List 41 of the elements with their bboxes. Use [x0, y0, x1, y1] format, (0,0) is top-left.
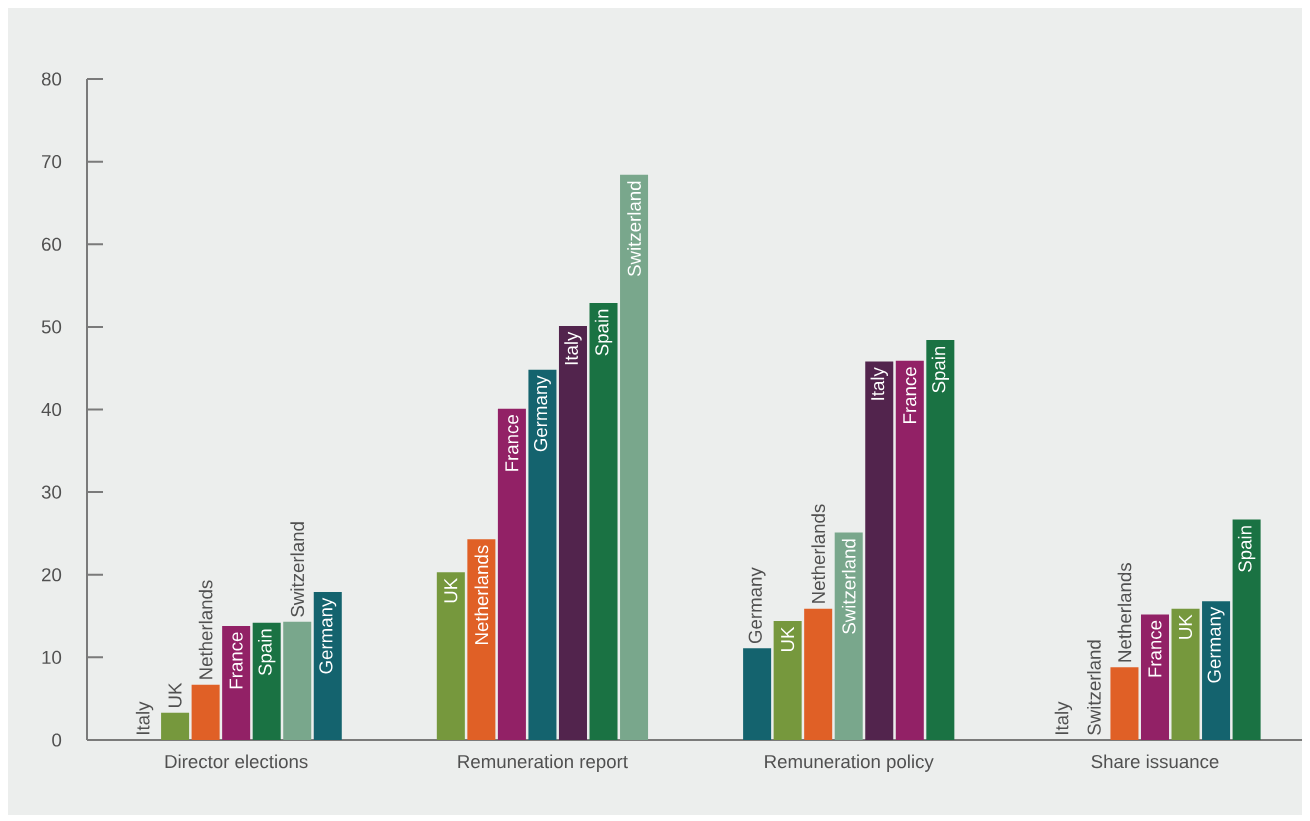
y-tick-label: 80: [41, 72, 62, 86]
text: Switzerland: [290, 522, 305, 617]
text: Netherlands: [811, 504, 826, 603]
text: Spain: [1237, 526, 1256, 572]
text: Netherlands: [198, 580, 213, 679]
text: Spain: [257, 629, 276, 676]
series-label: France: [229, 632, 243, 689]
series-label: Spain: [594, 309, 613, 356]
text: Italy: [870, 367, 888, 400]
text: France: [1148, 620, 1162, 677]
y-tick-label: 20: [42, 568, 62, 582]
y-tick-label: 30: [41, 485, 62, 499]
text: Switzerland: [1087, 640, 1101, 735]
x-tick-label: Share issuance: [1091, 754, 1219, 769]
text: Netherlands: [1117, 563, 1132, 662]
text: France: [505, 415, 519, 471]
text: Italy: [135, 701, 154, 735]
text: Switzerland: [627, 181, 641, 277]
text: Netherlands: [474, 545, 489, 644]
text: UK: [444, 578, 458, 603]
y-tick-label: 50: [41, 320, 62, 334]
text: Germany: [748, 567, 766, 644]
x-tick-label: Remuneration policy: [765, 754, 934, 772]
text: UK: [168, 682, 182, 708]
text: Spain: [931, 346, 950, 393]
text: UK: [1179, 614, 1193, 639]
text: Germany: [533, 375, 551, 452]
y-tick-label: 70: [42, 155, 62, 169]
y-tick-label: 40: [41, 402, 62, 417]
y-tick-label: 10: [42, 650, 62, 664]
text: Germany: [319, 597, 337, 674]
x-tick-label: Director elections: [165, 754, 308, 769]
x-tick-label: Remuneration report: [458, 754, 628, 772]
series-label: Italy: [564, 331, 582, 365]
text: Switzerland: [841, 539, 856, 634]
y-tick-label: 0: [52, 733, 62, 747]
text: UK: [781, 626, 795, 652]
y-tick-label: 60: [42, 237, 62, 251]
text: Germany: [1207, 606, 1225, 683]
text: France: [903, 367, 917, 423]
text: Italy: [1054, 701, 1073, 735]
